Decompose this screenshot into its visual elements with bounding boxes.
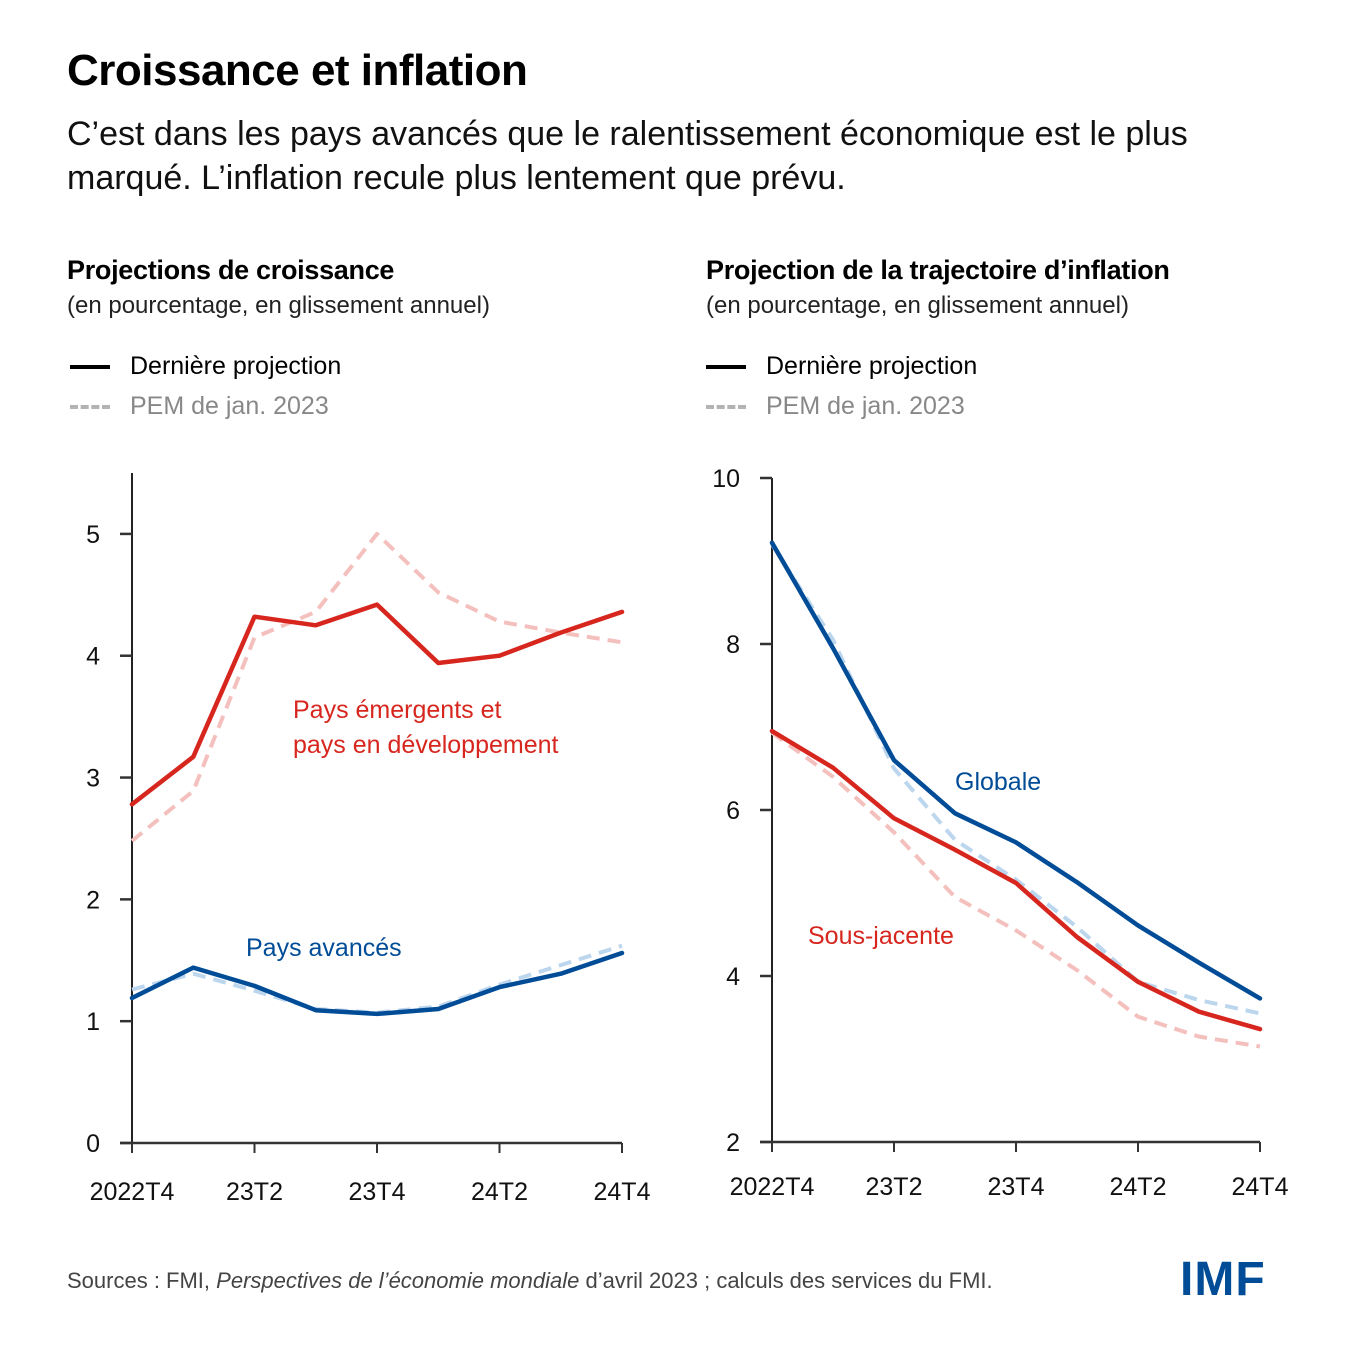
series-line-latest — [129, 950, 625, 1017]
series-label: Globale — [955, 768, 1041, 796]
dashed-line-swatch-icon — [706, 404, 746, 409]
x-tick-label: 23T2 — [866, 1173, 923, 1201]
y-tick-label: 8 — [726, 631, 740, 659]
legend-label: PEM de jan. 2023 — [130, 392, 329, 420]
y-tick-label: 0 — [86, 1130, 100, 1158]
y-tick-label: 10 — [712, 465, 740, 493]
series-line-latest — [769, 728, 1263, 1032]
x-tick-label: 23T2 — [226, 1178, 283, 1206]
inflation-legend-latest: Dernière projection — [706, 352, 977, 381]
series-label-line: Globale — [955, 768, 1041, 796]
dashed-line-swatch-icon — [70, 404, 110, 409]
series-line-previous — [770, 731, 1261, 1049]
source-prefix: Sources : FMI, — [67, 1268, 217, 1293]
source-suffix: d’avril 2023 ; calculs des services du F… — [579, 1268, 993, 1293]
series-label: Pays avancés — [246, 934, 402, 962]
x-tick-label: 23T4 — [349, 1178, 406, 1206]
y-tick-label: 4 — [86, 643, 100, 671]
legend-label: PEM de jan. 2023 — [766, 392, 965, 420]
page-title: Croissance et inflation — [67, 46, 528, 95]
y-tick-label: 2 — [726, 1129, 740, 1157]
y-tick-label: 3 — [86, 765, 100, 793]
series-label: Pays émergents et pays en développement — [293, 696, 559, 759]
x-tick-label: 2022T4 — [90, 1178, 175, 1206]
inflation-chart: 2 4 6 8 10 2022T4 23T2 23T4 24T2 24T4 Globale Sous-… — [712, 465, 1288, 1201]
source-note: Sources : FMI, Perspectives de l’économi… — [67, 1268, 993, 1294]
growth-chart-subtitle: (en pourcentage, en glissement annuel) — [67, 292, 490, 319]
y-tick-label: 2 — [86, 886, 100, 914]
growth-chart: 0 1 2 3 4 5 2022T4 23T2 23T4 24T2 24T4 Pays émergen… — [86, 473, 651, 1206]
legend-label: Dernière projection — [130, 352, 342, 380]
x-tick-label: 24T4 — [594, 1178, 651, 1206]
inflation-chart-title: Projection de la trajectoire d’inflation — [706, 255, 1170, 285]
imf-logo: IMF — [1180, 1253, 1266, 1306]
series-label-line: Sous-jacente — [808, 922, 954, 950]
growth-legend-previous: PEM de jan. 2023 — [70, 392, 329, 421]
inflation-chart-subtitle: (en pourcentage, en glissement annuel) — [706, 292, 1129, 319]
series-line-latest — [129, 602, 625, 807]
x-tick-label: 23T4 — [988, 1173, 1045, 1201]
y-tick-label: 6 — [726, 797, 740, 825]
x-tick-label: 2022T4 — [730, 1173, 815, 1201]
y-tick-label: 1 — [86, 1008, 100, 1036]
series-label: Sous-jacente — [808, 922, 954, 950]
growth-chart-title: Projections de croissance — [67, 255, 395, 285]
series-line-previous — [130, 531, 623, 843]
series-label-line: Pays avancés — [246, 934, 402, 962]
legend-label: Dernière projection — [766, 352, 978, 380]
series-label-line: Pays émergents et — [293, 696, 501, 724]
growth-legend-latest: Dernière projection — [70, 352, 341, 381]
series-label-line: pays en développement — [293, 731, 559, 759]
y-tick-label: 5 — [86, 521, 100, 549]
inflation-legend-previous: PEM de jan. 2023 — [706, 392, 965, 421]
series-line-latest — [769, 540, 1263, 1001]
y-tick-label: 4 — [726, 963, 740, 991]
series-line-previous — [770, 543, 1261, 1016]
x-tick-label: 24T2 — [471, 1178, 528, 1206]
x-tick-label: 24T4 — [1232, 1173, 1289, 1201]
solid-line-swatch-icon — [706, 364, 746, 369]
page-subtitle: C’est dans les pays avancés que le ralen… — [67, 115, 1188, 197]
solid-line-swatch-icon — [70, 364, 110, 369]
source-publication: Perspectives de l’économie mondiale — [216, 1268, 580, 1293]
x-tick-label: 24T2 — [1110, 1173, 1167, 1201]
